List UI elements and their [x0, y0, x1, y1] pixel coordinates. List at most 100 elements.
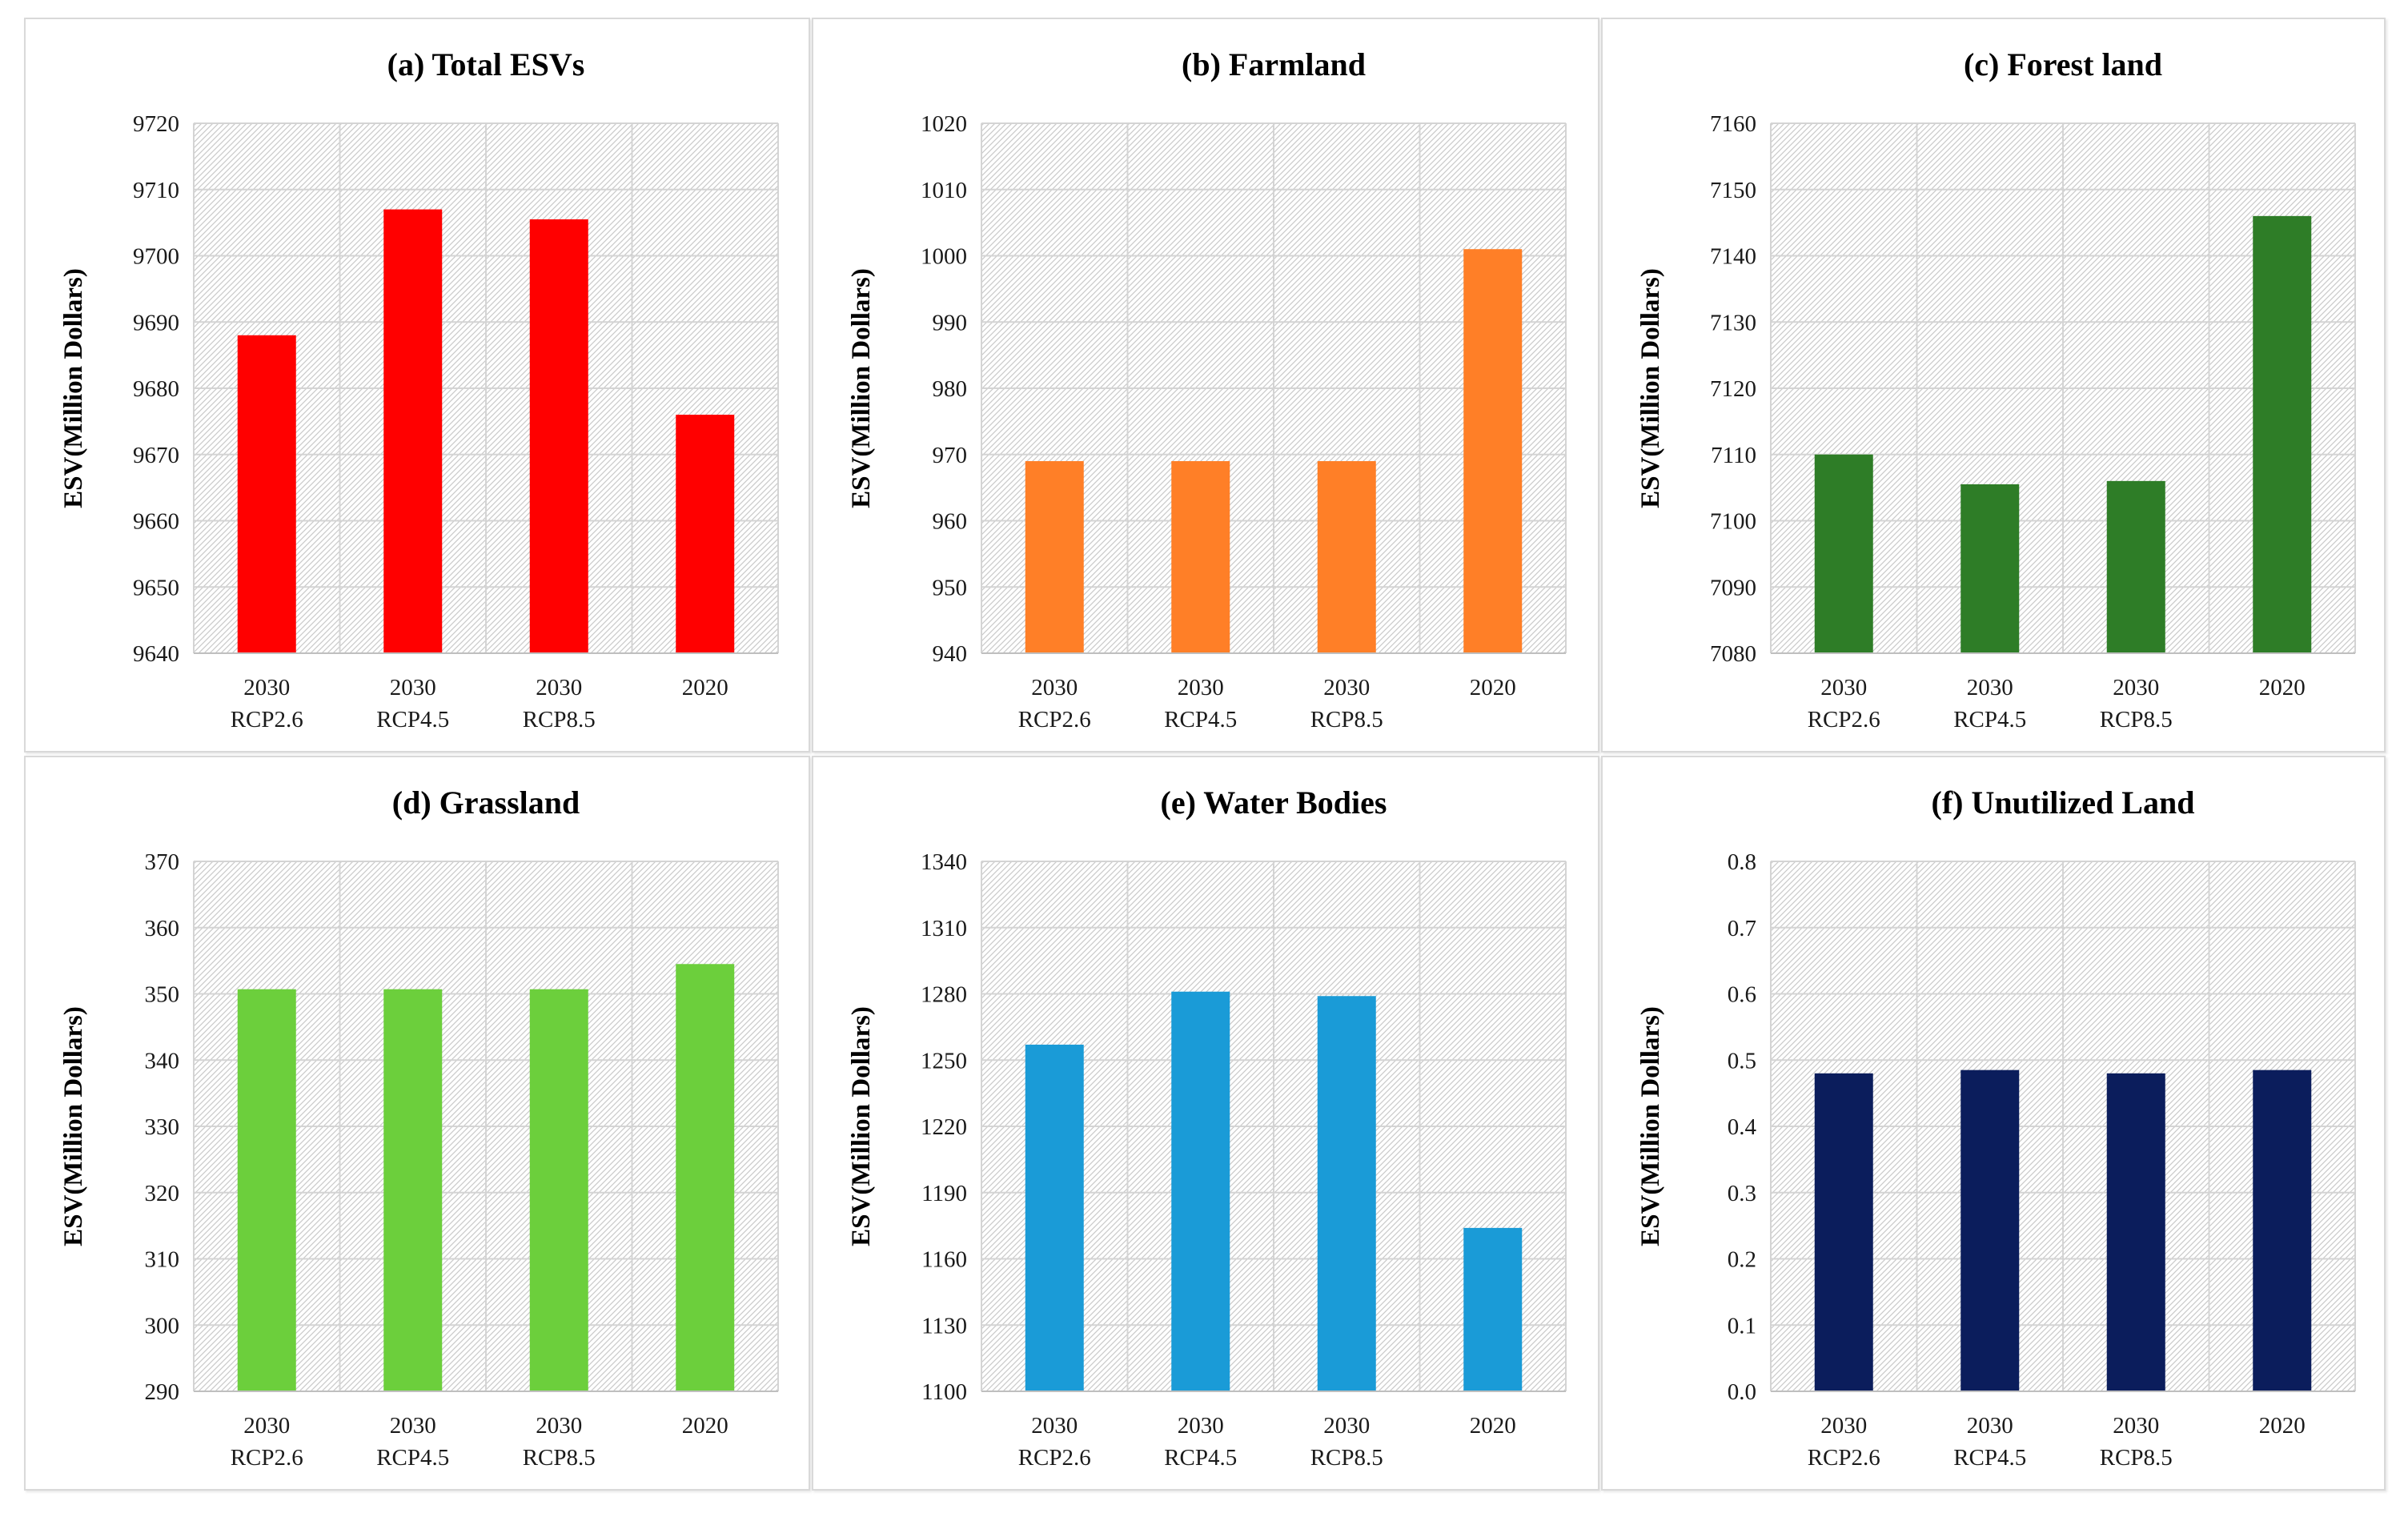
- y-tick-label: 0.7: [1728, 916, 1756, 941]
- y-tick-label: 0.2: [1728, 1247, 1756, 1273]
- y-tick-label: 9660: [133, 509, 179, 535]
- x-category-label: 2030: [1323, 675, 1370, 700]
- x-category-label: RCP4.5: [376, 1445, 449, 1471]
- x-category-label: 2030: [1031, 675, 1078, 700]
- bar: [237, 989, 296, 1391]
- y-tick-label: 0.0: [1728, 1379, 1756, 1405]
- y-tick-label: 0.6: [1728, 982, 1756, 1008]
- x-category-label: RCP2.6: [1018, 707, 1091, 732]
- bar: [529, 989, 588, 1391]
- y-tick-label: 990: [933, 310, 968, 335]
- chart-title: (c) Forest land: [1964, 46, 2162, 82]
- x-category-label: 2030: [1820, 675, 1867, 700]
- bar: [2106, 480, 2165, 653]
- x-category-label: RCP4.5: [1164, 707, 1237, 732]
- chart-panel-farmland: 940 950 960 970 980 990 1000 1010 1020 2030 RCP2.6…: [812, 18, 1599, 752]
- x-category-label: 2030: [1178, 1413, 1224, 1439]
- chart-svg-farmland: 940 950 960 970 980 990 1000 1010 1020 2030 RCP2.6…: [847, 46, 1567, 732]
- y-tick-label: 0.1: [1728, 1313, 1756, 1338]
- y-axis-label: ESV(Million Dollars): [59, 268, 88, 508]
- x-category-label: RCP8.5: [2100, 707, 2173, 732]
- y-tick-label: 7110: [1711, 443, 1756, 468]
- y-tick-label: 0.4: [1728, 1114, 1757, 1140]
- bar: [1961, 484, 2020, 653]
- x-category-label: 2030: [1178, 675, 1224, 700]
- bar: [383, 989, 443, 1391]
- x-category-label: 2030: [2113, 1413, 2159, 1439]
- y-tick-label: 0.5: [1728, 1048, 1756, 1074]
- bar: [1961, 1070, 2020, 1391]
- chart-svg-total-esvs: 9640 9650 9660 9670 9680 9690 9700 9710 9720 2030…: [59, 46, 779, 732]
- chart-svg-forest-land: 7080 7090 7100 7110 7120 7130 7140 7150 7160 2030…: [1636, 46, 2356, 732]
- x-category-label: 2030: [1820, 1413, 1867, 1439]
- y-tick-label: 7120: [1710, 376, 1756, 402]
- y-tick-label: 1220: [921, 1114, 967, 1140]
- x-category-label: 2020: [1470, 1413, 1516, 1439]
- x-category-label: 2020: [1470, 675, 1516, 700]
- y-tick-label: 1340: [921, 849, 967, 875]
- x-category-label: 2030: [2113, 675, 2159, 700]
- y-tick-label: 1280: [921, 982, 967, 1008]
- y-tick-label: 300: [145, 1313, 180, 1338]
- y-tick-label: 9690: [133, 310, 179, 335]
- chart-svg-unutilized-land: 0.0 0.1 0.2 0.3 0.4 0.5 0.6 0.7 0.8 2030 RCP2.6 203…: [1636, 785, 2356, 1471]
- x-category-label: 2020: [2259, 1413, 2306, 1439]
- chart-panel-total-esvs: 9640 9650 9660 9670 9680 9690 9700 9710 9720 2030…: [24, 18, 810, 752]
- y-tick-label: 320: [145, 1181, 180, 1206]
- x-category-label: RCP8.5: [1310, 707, 1383, 732]
- bar: [1171, 461, 1230, 653]
- bar: [1025, 1044, 1084, 1391]
- x-category-label: 2020: [682, 1413, 728, 1439]
- y-tick-label: 1160: [921, 1247, 967, 1273]
- y-tick-label: 370: [145, 849, 180, 875]
- x-category-label: RCP8.5: [523, 1445, 596, 1471]
- y-tick-label: 980: [933, 376, 968, 402]
- bar: [1814, 454, 1873, 653]
- x-category-label: RCP4.5: [1953, 707, 2026, 732]
- x-category-label: RCP8.5: [2100, 1445, 2173, 1471]
- y-tick-label: 7160: [1710, 111, 1756, 137]
- bar: [676, 415, 735, 653]
- x-category-label: 2030: [1967, 675, 2013, 700]
- y-tick-label: 360: [145, 916, 180, 941]
- y-tick-label: 1100: [921, 1379, 967, 1405]
- y-tick-label: 940: [933, 641, 968, 667]
- y-tick-label: 7130: [1710, 310, 1756, 335]
- y-tick-label: 350: [145, 982, 180, 1008]
- x-category-label: RCP4.5: [376, 707, 449, 732]
- y-tick-label: 1250: [921, 1048, 967, 1074]
- y-tick-label: 1000: [921, 244, 967, 270]
- y-axis-label: ESV(Million Dollars): [1636, 1006, 1665, 1246]
- x-category-label: RCP4.5: [1164, 1445, 1237, 1471]
- y-tick-label: 9710: [133, 178, 179, 203]
- x-category-label: RCP4.5: [1953, 1445, 2026, 1471]
- bar: [2106, 1073, 2165, 1391]
- bar: [1463, 249, 1523, 653]
- x-category-label: RCP2.6: [231, 1445, 303, 1471]
- y-tick-label: 7150: [1710, 178, 1756, 203]
- x-category-label: 2020: [682, 675, 728, 700]
- chart-title: (d) Grassland: [392, 785, 580, 821]
- bar: [1814, 1073, 1873, 1391]
- x-category-label: 2030: [536, 675, 582, 700]
- chart-svg-grassland: 290 300 310 320 330 340 350 360 370 2030 RCP2.6 203…: [59, 785, 779, 1471]
- x-category-label: RCP2.6: [231, 707, 303, 732]
- y-tick-label: 330: [145, 1114, 180, 1140]
- y-tick-label: 0.3: [1728, 1181, 1756, 1206]
- chart-title: (f) Unutilized Land: [1932, 785, 2195, 821]
- x-category-label: 2030: [243, 675, 290, 700]
- y-tick-label: 1130: [921, 1313, 967, 1338]
- bar: [1317, 996, 1376, 1391]
- y-tick-label: 7080: [1710, 641, 1756, 667]
- bar: [529, 219, 588, 653]
- x-category-label: RCP8.5: [523, 707, 596, 732]
- x-category-label: 2030: [536, 1413, 582, 1439]
- x-category-label: 2030: [390, 675, 436, 700]
- bar: [2253, 215, 2312, 654]
- bar: [1463, 1227, 1523, 1391]
- chart-panel-forest-land: 7080 7090 7100 7110 7120 7130 7140 7150 7160 2030…: [1601, 18, 2386, 752]
- bar: [1171, 991, 1230, 1391]
- x-category-label: 2030: [1031, 1413, 1078, 1439]
- bar: [676, 964, 735, 1391]
- x-category-label: 2030: [390, 1413, 436, 1439]
